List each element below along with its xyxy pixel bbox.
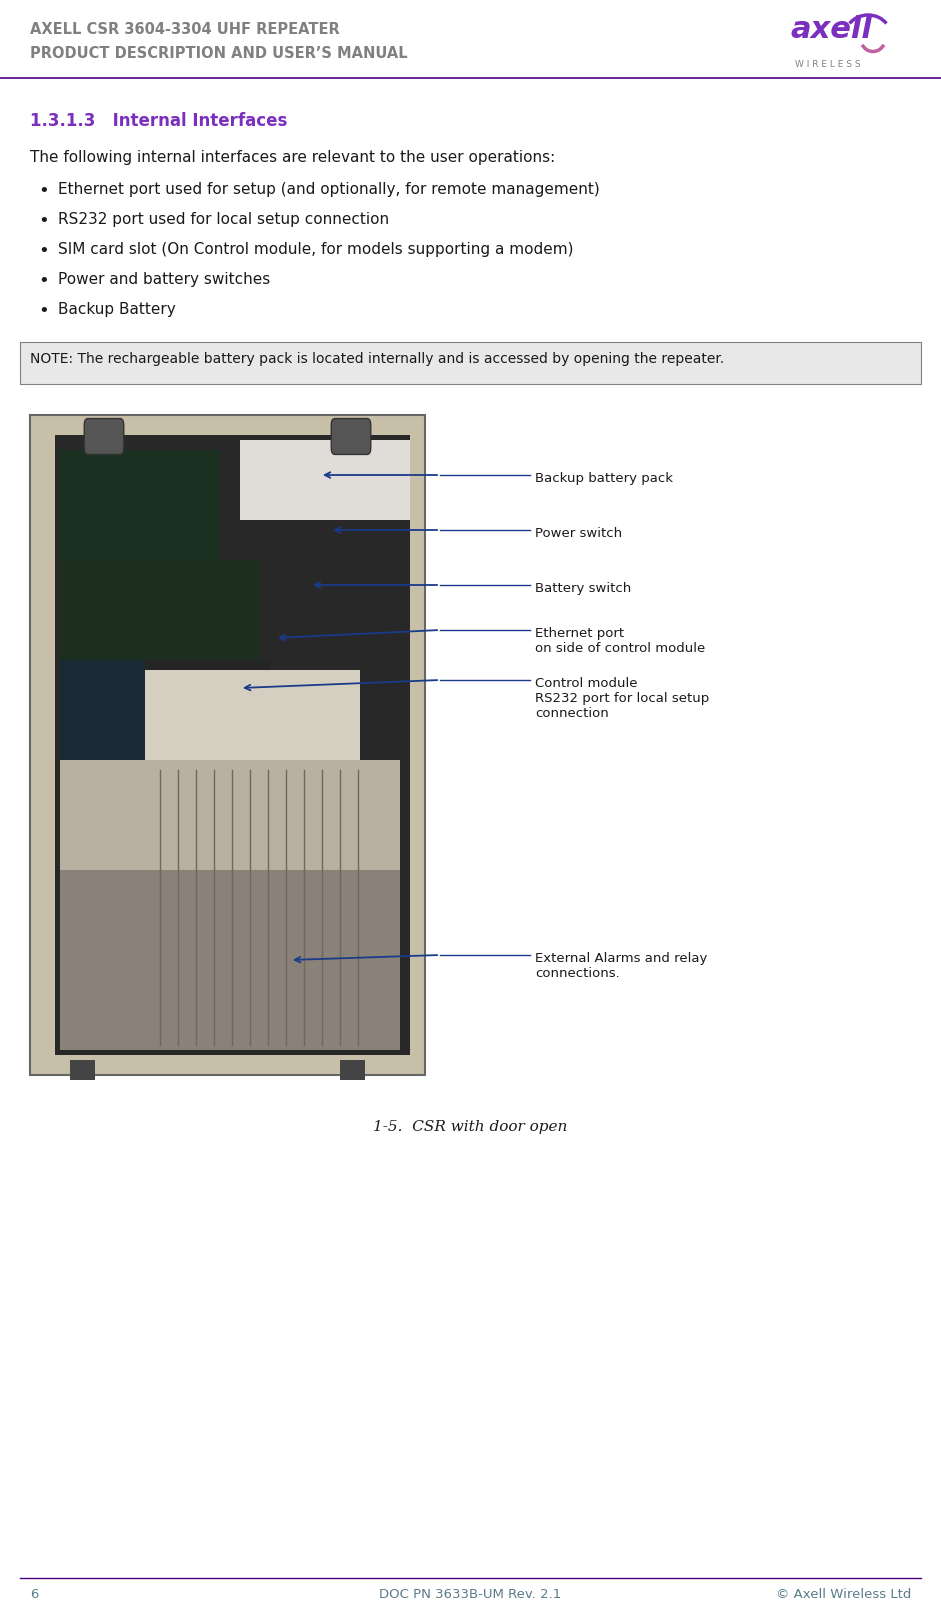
- FancyBboxPatch shape: [331, 418, 371, 455]
- Text: •: •: [38, 211, 49, 231]
- Text: DOC PN 3633B-UM Rev. 2.1: DOC PN 3633B-UM Rev. 2.1: [379, 1588, 562, 1601]
- Bar: [60, 660, 145, 760]
- Bar: [20, 342, 921, 384]
- Text: The following internal interfaces are relevant to the user operations:: The following internal interfaces are re…: [30, 150, 555, 165]
- Text: AXELL CSR 3604-3304 UHF REPEATER: AXELL CSR 3604-3304 UHF REPEATER: [30, 23, 340, 37]
- Text: Ethernet port used for setup (and optionally, for remote management): Ethernet port used for setup (and option…: [58, 182, 599, 197]
- Text: NOTE: The rechargeable battery pack is located internally and is accessed by ope: NOTE: The rechargeable battery pack is l…: [30, 352, 725, 366]
- Text: W I R E L E S S: W I R E L E S S: [795, 60, 861, 69]
- Text: Backup Battery: Backup Battery: [58, 302, 176, 316]
- Bar: [240, 441, 410, 520]
- Text: •: •: [38, 182, 49, 200]
- Bar: [60, 660, 270, 760]
- Bar: [30, 415, 425, 1075]
- Text: Battery switch: Battery switch: [535, 583, 631, 596]
- Text: Power and battery switches: Power and battery switches: [58, 273, 270, 287]
- Text: SIM card slot (On Control module, for models supporting a modem): SIM card slot (On Control module, for mo…: [58, 242, 573, 257]
- Bar: [55, 436, 410, 1056]
- Text: Ethernet port
on side of control module: Ethernet port on side of control module: [535, 626, 705, 655]
- Text: 1.3.1.3   Internal Interfaces: 1.3.1.3 Internal Interfaces: [30, 111, 287, 131]
- Text: PRODUCT DESCRIPTION AND USER’S MANUAL: PRODUCT DESCRIPTION AND USER’S MANUAL: [30, 47, 407, 61]
- FancyBboxPatch shape: [85, 418, 124, 455]
- Text: •: •: [38, 302, 49, 320]
- Text: External Alarms and relay
connections.: External Alarms and relay connections.: [535, 952, 708, 980]
- Text: 6: 6: [30, 1588, 39, 1601]
- Bar: [145, 670, 360, 760]
- Bar: [60, 450, 220, 560]
- Bar: [60, 560, 260, 660]
- Text: 1-5.  CSR with door open: 1-5. CSR with door open: [374, 1120, 567, 1135]
- Text: •: •: [38, 242, 49, 260]
- Text: Power switch: Power switch: [535, 528, 622, 541]
- Bar: [60, 760, 400, 870]
- Text: •: •: [38, 273, 49, 291]
- Text: Control module
RS232 port for local setup
connection: Control module RS232 port for local setu…: [535, 676, 710, 720]
- Text: RS232 port used for local setup connection: RS232 port used for local setup connecti…: [58, 211, 390, 228]
- Text: © Axell Wireless Ltd: © Axell Wireless Ltd: [775, 1588, 911, 1601]
- Bar: [340, 1060, 365, 1080]
- Text: Backup battery pack: Backup battery pack: [535, 471, 673, 484]
- Bar: [60, 870, 400, 1051]
- Text: axell: axell: [790, 15, 872, 44]
- Bar: [70, 1060, 95, 1080]
